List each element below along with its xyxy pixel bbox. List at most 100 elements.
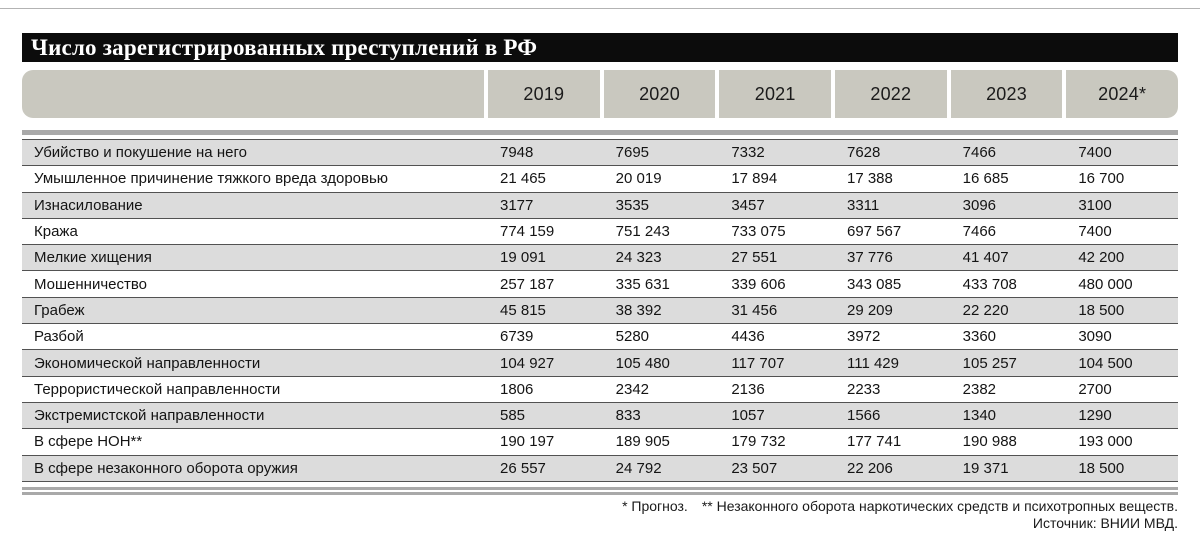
row-label: Убийство и покушение на него [34, 144, 247, 162]
cell-value: 2342 [615, 380, 650, 398]
cell-value: 4436 [731, 328, 765, 346]
cell-value: 5280 [615, 328, 650, 346]
cell-value: 18 500 [1078, 301, 1125, 319]
cell-value: 190 197 [500, 433, 555, 451]
cell-value: 20 019 [615, 170, 662, 188]
cell-value: 480 000 [1078, 275, 1133, 293]
cell-value: 1057 [731, 407, 765, 425]
header-year-2019: 2019 [488, 70, 600, 118]
cell-value: 339 606 [731, 275, 786, 293]
cell-value: 585 [500, 407, 526, 425]
table-row: Грабеж 45 815 38 392 31 456 29 209 22 220 18 5… [22, 297, 1178, 325]
cell-value: 2136 [731, 380, 765, 398]
footnote-forecast: * Прогноз. [622, 498, 688, 514]
cell-value: 105 257 [962, 354, 1017, 372]
cell-value: 190 988 [962, 433, 1017, 451]
cell-value: 193 000 [1078, 433, 1133, 451]
cell-value: 38 392 [615, 301, 662, 319]
cell-value: 2700 [1078, 380, 1112, 398]
page-title: Число зарегистрированных преступлений в … [22, 33, 1178, 62]
cell-value: 105 480 [615, 354, 670, 372]
cell-value: 17 894 [731, 170, 778, 188]
table-row: Экономической направленности 104 927 105 4… [22, 350, 1178, 377]
cell-value: 17 388 [846, 170, 893, 188]
cell-value: 7628 [846, 144, 881, 162]
bottom-separator-1 [22, 487, 1178, 490]
cell-value: 23 507 [731, 459, 778, 477]
cell-value: 1340 [962, 407, 997, 425]
top-rule [0, 8, 1200, 9]
cell-value: 3090 [1078, 328, 1112, 346]
cell-value: 104 500 [1078, 354, 1133, 372]
header-year-2024: 2024* [1066, 70, 1178, 118]
cell-value: 24 323 [615, 249, 662, 267]
header-label-cell [22, 70, 484, 118]
cell-value: 104 927 [500, 354, 555, 372]
table-row: Изнасилование 3177 3535 3457 3311 3096 3100 [22, 192, 1178, 219]
cell-value: 697 567 [846, 223, 902, 241]
header-row: 2019 2020 2021 2022 2023 2024* [22, 70, 1178, 118]
table-row: Террористической направленности 1806 2342 2… [22, 376, 1178, 403]
cell-value: 41 407 [962, 249, 1009, 267]
header-year-2021: 2021 [719, 70, 831, 118]
cell-value: 751 243 [615, 223, 670, 241]
cell-value: 7466 [962, 144, 997, 162]
row-label: В сфере незаконного оборота оружия [34, 459, 298, 477]
cell-value: 3100 [1078, 196, 1112, 214]
cell-value: 24 792 [615, 459, 662, 477]
cell-value: 19 091 [500, 249, 546, 267]
cell-value: 2382 [962, 380, 997, 398]
cell-value: 18 500 [1078, 459, 1125, 477]
cell-value: 3360 [962, 328, 997, 346]
row-label: Грабеж [34, 301, 85, 319]
table-row: Умышленное причинение тяжкого вреда здор… [22, 166, 1178, 193]
cell-value: 1290 [1078, 407, 1112, 425]
row-label: Умышленное причинение тяжкого вреда здор… [34, 170, 389, 188]
cell-value: 3177 [500, 196, 534, 214]
cell-value: 433 708 [962, 275, 1017, 293]
row-label: Экстремистской направленности [34, 407, 265, 425]
table-row: Мелкие хищения 19 091 24 323 27 551 37 776 41… [22, 245, 1178, 272]
cell-value: 3535 [615, 196, 650, 214]
table-row: Убийство и покушение на него 7948 7695 7332… [22, 140, 1178, 167]
cell-value: 6739 [500, 328, 534, 346]
cell-value: 26 557 [500, 459, 546, 477]
cell-value: 42 200 [1078, 249, 1125, 267]
row-label: Экономической направленности [34, 354, 261, 372]
header-year-2020: 2020 [603, 70, 716, 118]
cell-value: 21 465 [500, 170, 546, 188]
footnote-non: ** Незаконного оборота наркотических сре… [701, 498, 1178, 514]
cell-value: 833 [615, 407, 641, 425]
table-row: Кража 774 159 751 243 733 075 697 567 7466 740… [22, 218, 1178, 246]
cell-value: 3311 [846, 196, 880, 214]
row-label: Кража [34, 223, 78, 241]
cell-value: 1806 [500, 380, 534, 398]
table-row: Мошенничество 257 187 335 631 339 606 343 08… [22, 271, 1178, 298]
cell-value: 343 085 [846, 275, 902, 293]
table-body: Убийство и покушение на него 7948 7695 7332… [22, 139, 1178, 482]
cell-value: 177 741 [846, 433, 902, 451]
row-label: Мелкие хищения [34, 249, 152, 267]
bottom-separator-2 [22, 492, 1178, 495]
table-row: В сфере незаконного оборота оружия 26 557… [22, 455, 1178, 482]
header-separator [22, 130, 1178, 135]
cell-value: 7400 [1078, 144, 1112, 162]
cell-value: 7466 [962, 223, 997, 241]
cell-value: 45 815 [500, 301, 546, 319]
cell-value: 27 551 [731, 249, 778, 267]
cell-value: 31 456 [731, 301, 778, 319]
cell-value: 1566 [846, 407, 881, 425]
cell-value: 117 707 [731, 354, 785, 372]
cell-value: 2233 [846, 380, 881, 398]
header-year-2022: 2022 [834, 70, 947, 118]
row-label: Изнасилование [34, 196, 143, 214]
cell-value: 7695 [615, 144, 650, 162]
row-label: Разбой [34, 328, 84, 346]
cell-value: 189 905 [615, 433, 670, 451]
cell-value: 7948 [500, 144, 534, 162]
cell-value: 22 220 [962, 301, 1009, 319]
cell-value: 37 776 [846, 249, 893, 267]
cell-value: 335 631 [615, 275, 670, 293]
table-row: Разбой 6739 5280 4436 3972 3360 3090 [22, 324, 1178, 351]
cell-value: 16 685 [962, 170, 1009, 188]
